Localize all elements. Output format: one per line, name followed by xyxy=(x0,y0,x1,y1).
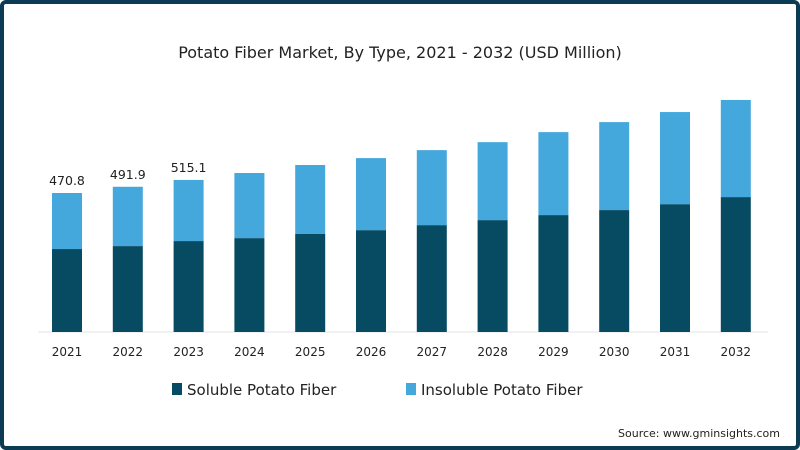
x-tick-label: 2025 xyxy=(295,345,326,359)
bar-insoluble-2029 xyxy=(538,132,569,216)
bar-soluble-2023 xyxy=(173,241,204,332)
bar-soluble-2024 xyxy=(234,238,265,332)
x-tick-label: 2032 xyxy=(721,345,752,359)
bar-soluble-2026 xyxy=(356,230,386,332)
legend-label-soluble: Soluble Potato Fiber xyxy=(187,381,337,399)
bar-soluble-2025 xyxy=(295,233,326,332)
x-tick-label: 2023 xyxy=(173,345,204,359)
bar-insoluble-2021 xyxy=(52,193,82,250)
bar-insoluble-2027 xyxy=(416,150,447,226)
x-tick-label: 2030 xyxy=(599,345,630,359)
source-note: Source: www.gminsights.com xyxy=(618,427,780,440)
bar-insoluble-2024 xyxy=(234,173,265,239)
bar-soluble-2030 xyxy=(599,210,630,332)
data-label-2022: 491.9 xyxy=(110,167,146,182)
bar-insoluble-2022 xyxy=(112,186,143,247)
chart-title: Potato Fiber Market, By Type, 2021 - 203… xyxy=(178,43,622,62)
x-tick-label: 2031 xyxy=(660,345,691,359)
data-label-2023: 515.1 xyxy=(171,160,207,175)
bar-insoluble-2025 xyxy=(295,165,326,234)
data-label-2021: 470.8 xyxy=(49,173,85,188)
x-tick-label: 2021 xyxy=(52,345,83,359)
x-tick-label: 2024 xyxy=(234,345,265,359)
bar-insoluble-2031 xyxy=(660,112,690,205)
bar-soluble-2032 xyxy=(720,197,751,332)
x-tick-label: 2026 xyxy=(356,345,387,359)
bar-soluble-2027 xyxy=(416,225,447,332)
bar-soluble-2022 xyxy=(112,246,143,332)
x-tick-label: 2022 xyxy=(113,345,144,359)
bar-soluble-2028 xyxy=(477,220,508,332)
bar-insoluble-2023 xyxy=(173,179,204,242)
legend-swatch-soluble xyxy=(172,383,182,395)
bar-insoluble-2030 xyxy=(599,122,630,211)
x-tick-label: 2029 xyxy=(538,345,569,359)
bar-insoluble-2026 xyxy=(356,158,386,231)
x-tick-label: 2028 xyxy=(477,345,508,359)
x-tick-label: 2027 xyxy=(417,345,448,359)
bar-soluble-2021 xyxy=(52,249,82,332)
bar-insoluble-2028 xyxy=(477,142,508,221)
bar-insoluble-2032 xyxy=(720,99,751,198)
bar-soluble-2031 xyxy=(660,204,690,332)
bar-soluble-2029 xyxy=(538,215,569,332)
legend-label-insoluble: Insoluble Potato Fiber xyxy=(421,381,583,399)
legend-swatch-insoluble xyxy=(406,383,416,395)
